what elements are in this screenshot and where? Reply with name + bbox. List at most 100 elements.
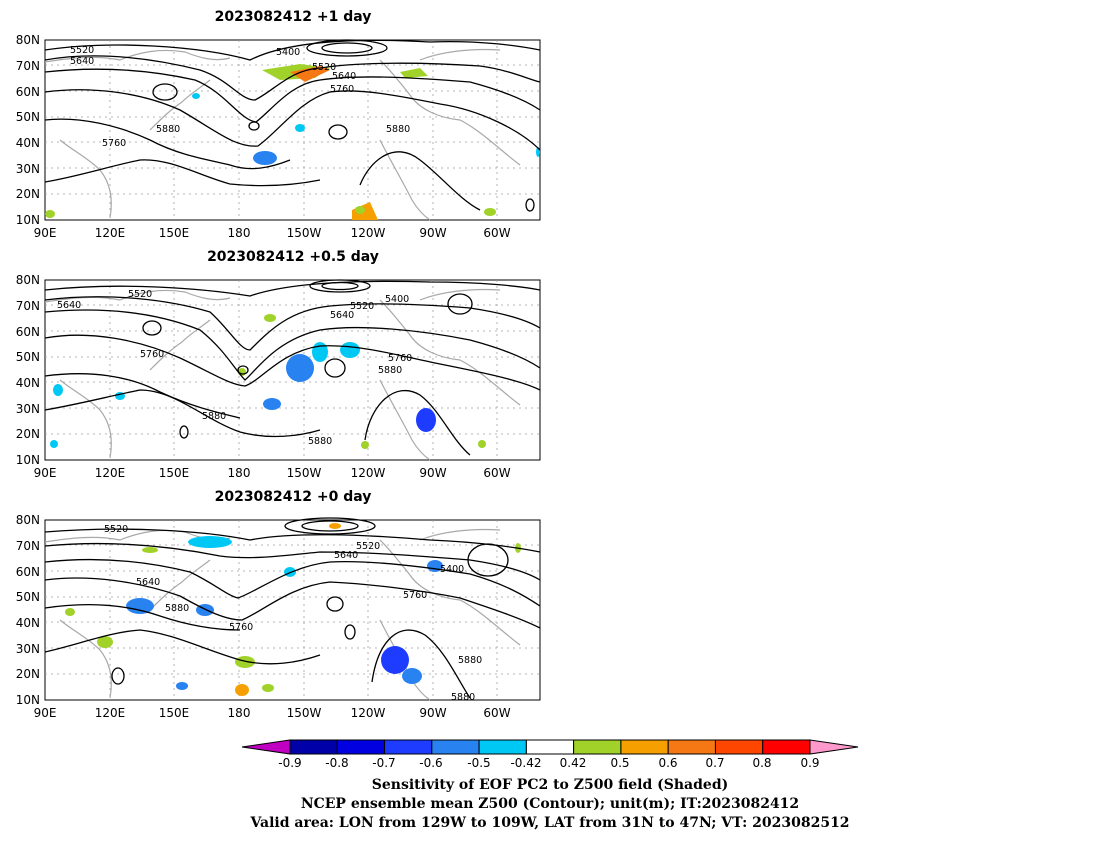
lat-tick: 80N [16, 513, 40, 527]
colorbar-label: 0.42 [560, 756, 587, 770]
contour-label: 5400 [440, 564, 464, 575]
coastlines [44, 288, 521, 461]
lat-tick: 20N [16, 667, 40, 681]
contour-label: 5640 [334, 550, 358, 561]
colorbar-label: 0.9 [800, 756, 819, 770]
caption-line-3: Valid area: LON from 129W to 109W, LAT f… [250, 815, 850, 831]
colorbar-box [714, 739, 764, 755]
lon-tick: 90E [34, 466, 57, 480]
lon-tick: 180 [228, 226, 251, 240]
shading [45, 64, 540, 220]
lat-tick: 10N [16, 453, 40, 467]
lon-tick: 120W [351, 466, 386, 480]
colorbar-box [573, 739, 622, 755]
panel-title: 2023082412 +0.5 day [207, 249, 379, 265]
contour-label: 5400 [276, 47, 300, 58]
map-frame [44, 519, 541, 701]
contour-label: 5880 [202, 411, 226, 422]
lat-tick: 40N [16, 136, 40, 150]
lon-tick: 120W [351, 226, 386, 240]
contour-label: 5880 [378, 365, 402, 376]
contour-label: 5520 [70, 45, 94, 56]
lat-tick: 10N [16, 693, 40, 707]
lat-axis: 80N 70N 60N 50N 40N 30N 20N 10N [16, 33, 40, 227]
colorbar-box [478, 739, 527, 755]
lon-axis: 90E 120E 150E 180 150W 120W 90W 60W [34, 706, 511, 720]
colorbar-label: -0.6 [419, 756, 442, 770]
lon-tick: 120W [351, 706, 386, 720]
lat-tick: 80N [16, 273, 40, 287]
lat-tick: 60N [16, 325, 40, 339]
colorbar-label: -0.5 [467, 756, 490, 770]
contour-label: 5880 [386, 124, 410, 135]
contour-label: 5880 [458, 655, 482, 666]
contour-label: 5640 [330, 310, 354, 321]
colorbar-box [336, 739, 386, 755]
lon-tick: 90E [34, 706, 57, 720]
colorbar-label: -0.7 [372, 756, 395, 770]
lon-tick: 90W [419, 706, 446, 720]
contours [44, 279, 541, 456]
lat-tick: 30N [16, 642, 40, 656]
colorbar-box [762, 739, 811, 755]
lat-tick: 50N [16, 350, 40, 364]
contour-label: 5760 [330, 84, 354, 95]
contour-label: 5760 [403, 590, 427, 601]
lat-tick: 20N [16, 187, 40, 201]
contour-label: 5520 [104, 524, 128, 535]
lat-tick: 30N [16, 162, 40, 176]
lat-tick: 40N [16, 616, 40, 630]
lon-tick: 150E [159, 226, 190, 240]
contours [44, 39, 541, 212]
contour-labels: 5520 5640 5520 5400 5640 5760 5760 5880 … [57, 289, 412, 447]
colorbar-box [431, 739, 480, 755]
lon-tick: 60W [483, 226, 510, 240]
lat-tick: 50N [16, 110, 40, 124]
contours [44, 517, 541, 699]
lat-tick: 60N [16, 85, 40, 99]
contour-label: 5760 [102, 138, 126, 149]
colorbar-box [525, 739, 575, 755]
lat-tick: 80N [16, 33, 40, 47]
colorbar-boxes [289, 739, 811, 755]
colorbar-label: 0.7 [705, 756, 724, 770]
colorbar-upper-triangle [809, 739, 859, 755]
lon-tick: 120E [95, 706, 126, 720]
lat-tick: 60N [16, 565, 40, 579]
contour-label: 5760 [229, 622, 253, 633]
lon-tick: 60W [483, 706, 510, 720]
colorbar-box [620, 739, 669, 755]
lon-tick: 180 [228, 706, 251, 720]
lat-tick: 70N [16, 539, 40, 553]
panel-3: 2023082412 +0 day [16, 489, 541, 720]
lon-axis: 90E 120E 150E 180 150W 120W 90W 60W [34, 466, 511, 480]
lon-tick: 120E [95, 466, 126, 480]
caption-line-1: Sensitivity of EOF PC2 to Z500 field (Sh… [371, 777, 729, 793]
colorbar-box [667, 739, 716, 755]
contour-label: 5880 [156, 124, 180, 135]
contour-label: 5640 [136, 577, 160, 588]
lat-tick: 30N [16, 402, 40, 416]
lon-tick: 150E [159, 706, 190, 720]
contour-label: 5400 [385, 294, 409, 305]
panel-1: 2023082412 +1 day [16, 9, 541, 240]
lat-axis: 80N 70N 60N 50N 40N 30N 20N 10N [16, 273, 40, 467]
lat-tick: 70N [16, 299, 40, 313]
colorbar: -0.9 -0.8 -0.7 -0.6 -0.5 -0.42 0.42 0.5 … [241, 739, 859, 770]
contour-label: 5640 [70, 56, 94, 67]
lon-tick: 150W [287, 466, 322, 480]
lon-tick: 90E [34, 226, 57, 240]
colorbar-label: -0.8 [325, 756, 348, 770]
colorbar-box [384, 739, 433, 755]
contour-label: 5520 [356, 541, 380, 552]
contour-label: 5520 [128, 289, 152, 300]
lat-tick: 10N [16, 213, 40, 227]
contour-label: 5520 [312, 62, 336, 73]
lat-tick: 20N [16, 427, 40, 441]
lon-tick: 120E [95, 226, 126, 240]
panel-title: 2023082412 +0 day [215, 489, 372, 505]
lon-tick: 90W [419, 466, 446, 480]
lon-tick: 150E [159, 466, 190, 480]
lon-tick: 180 [228, 466, 251, 480]
lon-tick: 60W [483, 466, 510, 480]
